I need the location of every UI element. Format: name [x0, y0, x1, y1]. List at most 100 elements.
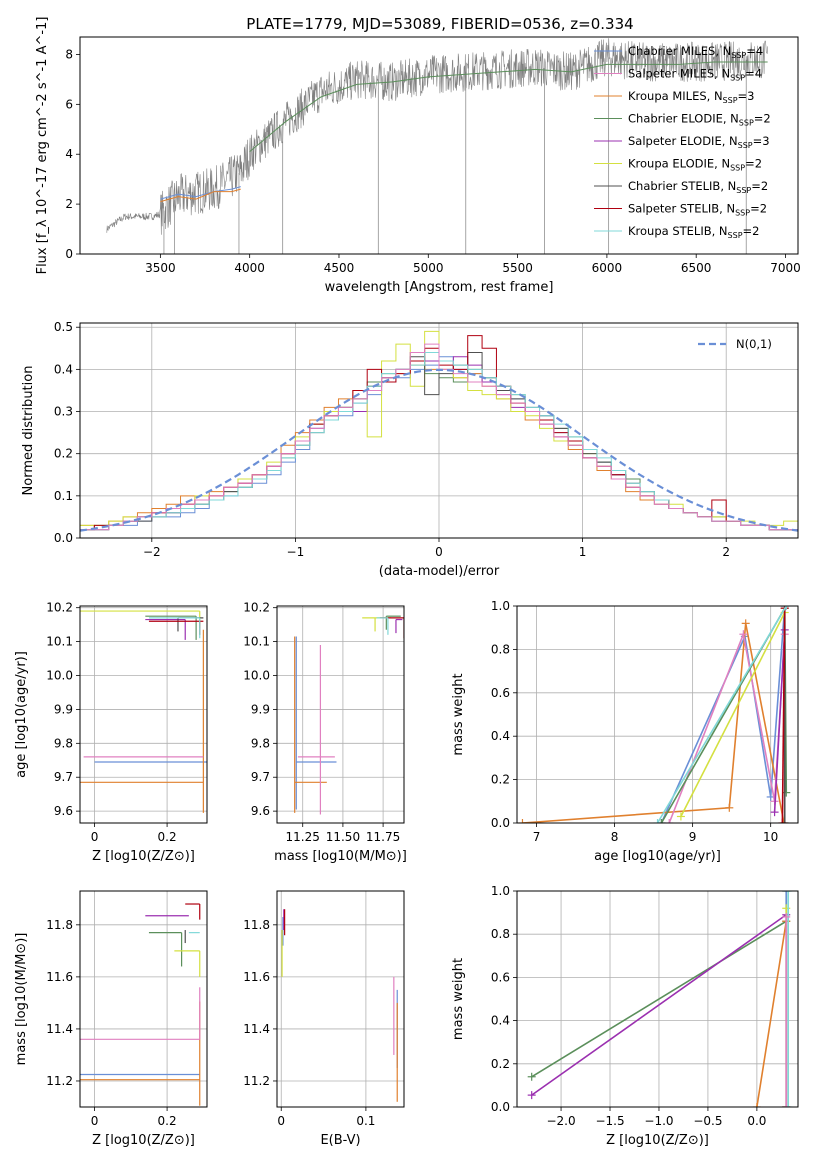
y-tick-label: 0.2	[491, 773, 510, 787]
x-axis-label: Z [log10(Z/Z⊙)]	[606, 1133, 709, 1148]
model-line	[160, 188, 241, 203]
y-axis-label: Normed distribution	[21, 366, 36, 496]
legend-suffix: =3	[753, 134, 770, 148]
y-tick-label: 0.4	[54, 362, 73, 376]
y-tick-label: 11.4	[46, 1022, 73, 1036]
x-axis-label: Z [log10(Z/Z⊙)]	[92, 849, 195, 864]
x-tick-label: 11.25	[286, 830, 320, 844]
plot-area	[80, 903, 201, 1106]
y-tick-label: 11.8	[46, 918, 73, 932]
legend-suffix: =2	[750, 202, 767, 216]
y-tick-label: 10.1	[243, 635, 270, 649]
x-tick-label: 0.2	[158, 830, 177, 844]
y-tick-label: 2	[65, 197, 73, 211]
y-tick-label: 1.0	[491, 599, 510, 613]
x-tick-label: 11.50	[326, 830, 360, 844]
legend-label: Salpeter MILES, NSSP=4	[628, 67, 762, 83]
x-tick-label: 0.1	[356, 1114, 375, 1128]
y-tick-label: 11.6	[46, 970, 73, 984]
x-tick-label: 6500	[681, 261, 712, 275]
x-tick-label: −2	[143, 545, 161, 559]
chart-mass_vs_EBV: 0 0.1 11.2 11.4 11.6 11.8 E(B-V)	[243, 890, 405, 1148]
y-tick-label: 0.0	[491, 816, 510, 830]
legend-label: Chabrier ELODIE, NSSP=2	[628, 112, 771, 128]
y-tick-label: 9.6	[54, 804, 73, 818]
legend-label: Salpeter ELODIE, NSSP=3	[628, 134, 770, 150]
y-tick-label: 0	[65, 247, 73, 261]
x-tick-label: 0.2	[158, 1114, 177, 1128]
x-tick-label: −1.0	[644, 1114, 673, 1128]
legend-label: N(0,1)	[736, 337, 772, 351]
weight-line	[522, 623, 785, 823]
y-tick-label: 9.7	[54, 770, 73, 784]
weight-line	[656, 606, 787, 823]
y-tick-label: 11.2	[243, 1074, 270, 1088]
figure-title: PLATE=1779, MJD=53089, FIBERID=0536, z=0…	[246, 15, 633, 33]
legend-suffix: =4	[746, 44, 763, 58]
y-tick-label: 9.7	[251, 770, 270, 784]
x-tick-label: 2	[722, 545, 730, 559]
x-tick-label: 0	[277, 1114, 285, 1128]
plot-area	[80, 330, 798, 538]
x-tick-label: 0	[91, 1114, 99, 1128]
y-tick-label: 10.0	[46, 669, 73, 683]
x-axis-label: E(B-V)	[320, 1133, 360, 1148]
x-tick-label: 4500	[324, 261, 355, 275]
y-tick-label: 10.2	[46, 601, 73, 615]
y-tick-label: 11.4	[243, 1022, 270, 1036]
x-axis-label: age [log10(age/yr)]	[594, 849, 721, 864]
y-axis-label: mass weight	[451, 673, 466, 755]
weight-line	[756, 921, 788, 1107]
x-axis-label: (data-model)/error	[379, 564, 500, 579]
chart-mass_weight_vs_age: 7 8 9 10 0.0 0.2 0.4 0.6 0.8 1.0 age [log10(age/yr…	[451, 599, 799, 864]
model-line	[160, 186, 241, 200]
y-tick-label: 9.8	[251, 736, 270, 750]
x-tick-label: 5500	[502, 261, 533, 275]
x-tick-label: 8	[611, 830, 619, 844]
chart-age_vs_mass: 11.25 11.50 11.75 9.6 9.7 9.8 9.9 10.0 10.1 10.2 m…	[243, 601, 407, 864]
legend-label: Kroupa ELODIE, NSSP=2	[628, 157, 762, 173]
y-axis-label: mass weight	[451, 958, 466, 1040]
x-tick-label: 9	[689, 830, 697, 844]
plot-area	[281, 909, 398, 1102]
y-tick-label: 10.0	[243, 669, 270, 683]
y-tick-label: 6	[65, 97, 73, 111]
x-tick-label: 7000	[770, 261, 801, 275]
model-line	[249, 61, 768, 153]
y-tick-label: 0.2	[491, 1057, 510, 1071]
plot-area	[80, 610, 207, 813]
weight-line	[660, 606, 788, 823]
y-axis-label: mass [log10(M/M⊙)]	[14, 933, 29, 1066]
y-tick-label: 8	[65, 47, 73, 61]
y-tick-label: 0.4	[491, 729, 510, 743]
legend-suffix: =2	[751, 179, 768, 193]
legend-label: Kroupa MILES, NSSP=3	[628, 89, 754, 105]
y-tick-label: 1.0	[491, 884, 510, 898]
y-tick-label: 0.3	[54, 405, 73, 419]
histogram-step	[80, 352, 798, 538]
legend-label: Salpeter STELIB, NSSP=2	[628, 202, 767, 218]
x-axis-label: mass [log10(M/M⊙)]	[274, 849, 407, 864]
x-tick-label: 6000	[592, 261, 623, 275]
y-tick-label: 9.8	[54, 736, 73, 750]
x-tick-label: 11.75	[366, 830, 400, 844]
plot-area	[106, 38, 768, 254]
y-tick-label: 11.2	[46, 1074, 73, 1088]
x-tick-label: 5000	[413, 261, 444, 275]
legend-sub: SSP	[723, 96, 738, 105]
legend-label: Kroupa STELIB, NSSP=2	[628, 224, 759, 240]
legend-sub: SSP	[738, 141, 753, 150]
x-tick-label: −1.5	[595, 1114, 624, 1128]
chart-mass_weight_vs_Z: −2.0 −1.5 −1.0 −0.5 0.0 0.0 0.2 0.4 0.6 0.8 1.0 Z […	[451, 884, 799, 1148]
chart-spectrum: Chabrier MILES, NSSP=4 Salpeter MILES, NS…	[35, 17, 801, 295]
y-tick-label: 0.5	[54, 320, 73, 334]
y-tick-label: 11.8	[243, 918, 270, 932]
legend-sub: SSP	[736, 186, 751, 195]
legend-sub: SSP	[728, 231, 743, 240]
weight-line	[660, 606, 786, 823]
legend-sub: SSP	[730, 164, 745, 173]
y-tick-label: 0.8	[491, 642, 510, 656]
y-tick-label: 9.6	[251, 804, 270, 818]
plot-area	[527, 891, 793, 1107]
